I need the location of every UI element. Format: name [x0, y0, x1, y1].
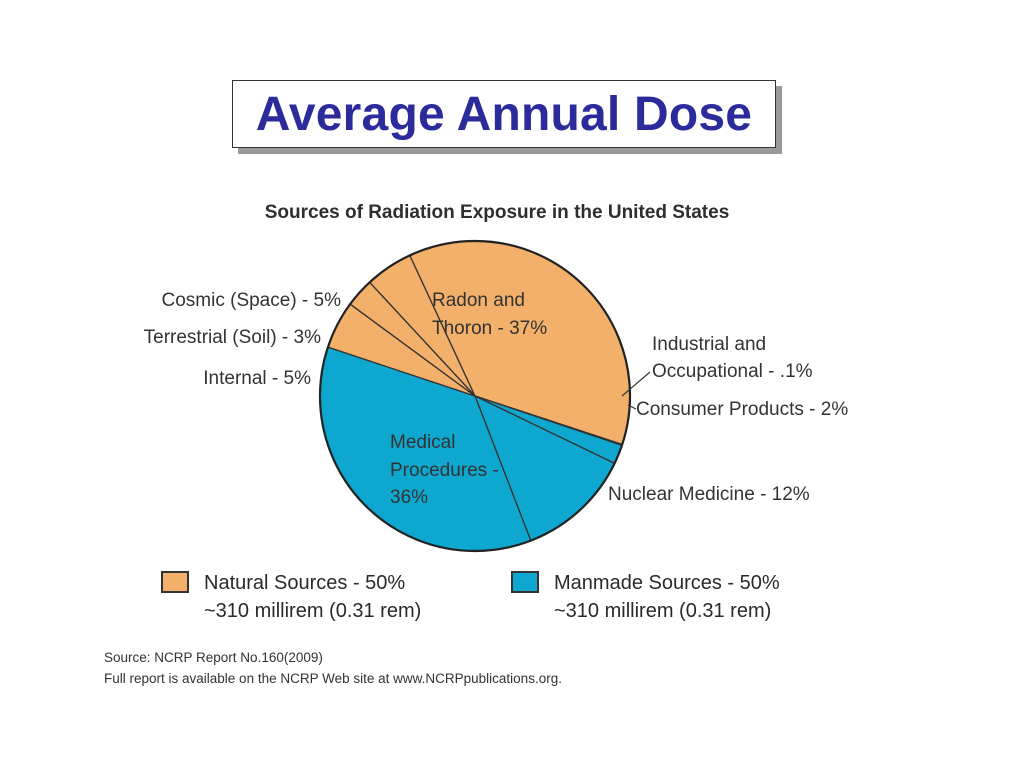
slide-title: Average Annual Dose: [255, 87, 753, 141]
legend-natural-line2: ~310 millirem (0.31 rem): [204, 600, 421, 622]
label-industrial-line2: Occupational - .1%: [652, 361, 813, 382]
pie-slices: [318, 239, 632, 553]
source-line-2: Full report is available on the NCRP Web…: [104, 671, 562, 686]
legend-manmade-line2: ~310 millirem (0.31 rem): [554, 600, 771, 622]
label-medical-line1: Medical: [390, 432, 455, 453]
label-cosmic: Cosmic (Space) - 5%: [162, 290, 342, 311]
legend-natural-line1: Natural Sources - 50%: [204, 572, 405, 594]
label-industrial-line1: Industrial and: [652, 334, 766, 355]
legend-swatch-natural: [161, 571, 189, 593]
label-radon-line2: Thoron - 37%: [432, 318, 547, 339]
source-line-1: Source: NCRP Report No.160(2009): [104, 650, 323, 665]
leader-industrial: [621, 371, 651, 397]
legend-manmade-line1: Manmade Sources - 50%: [554, 572, 780, 594]
leader-lines: [621, 371, 651, 410]
label-internal: Internal - 5%: [203, 368, 311, 389]
leader-consumer: [627, 404, 637, 410]
label-nuclear: Nuclear Medicine - 12%: [608, 484, 810, 505]
label-medical-line2: Procedures -: [390, 460, 499, 481]
slide-title-box: Average Annual Dose: [232, 80, 776, 148]
label-medical-line3: 36%: [390, 487, 428, 508]
label-consumer: Consumer Products - 2%: [636, 399, 848, 420]
label-radon-line1: Radon and: [432, 290, 525, 311]
pie-outline: [318, 239, 632, 553]
chart-subtitle: Sources of Radiation Exposure in the Uni…: [265, 202, 730, 223]
label-terrestrial: Terrestrial (Soil) - 3%: [144, 327, 321, 348]
legend-swatch-manmade: [511, 571, 539, 593]
